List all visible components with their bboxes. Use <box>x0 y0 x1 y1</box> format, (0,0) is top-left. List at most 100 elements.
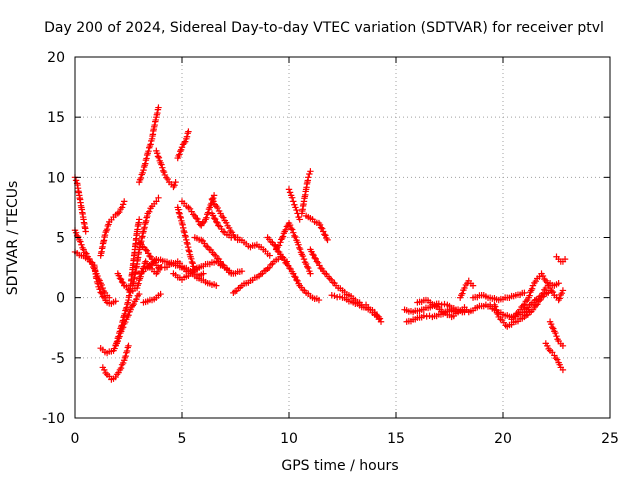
data-point <box>82 228 89 235</box>
data-point <box>176 151 183 158</box>
data-point <box>125 342 132 349</box>
series-arc-27 <box>302 212 331 244</box>
data-point <box>136 216 143 223</box>
data-point <box>220 214 227 221</box>
data-point <box>544 342 551 349</box>
data-point <box>218 212 226 220</box>
data-point <box>532 302 540 309</box>
data-point <box>112 298 119 305</box>
data-point <box>180 139 188 147</box>
data-point <box>372 311 380 319</box>
data-point <box>101 366 108 374</box>
data-point <box>199 219 206 227</box>
data-point <box>122 307 129 314</box>
data-point <box>118 322 125 329</box>
grid-lines <box>75 57 610 418</box>
data-point <box>101 231 109 239</box>
data-point <box>155 194 162 201</box>
series-arc-17 <box>174 204 207 280</box>
data-point <box>238 267 246 275</box>
data-point <box>534 301 541 308</box>
data-point <box>72 229 80 236</box>
data-point <box>178 144 186 151</box>
data-point <box>104 222 112 230</box>
data-point <box>293 276 300 284</box>
data-point <box>320 228 327 235</box>
data-point <box>136 290 143 298</box>
data-point <box>186 248 193 255</box>
series-arc-6 <box>99 342 132 383</box>
data-point <box>539 272 547 280</box>
data-point <box>213 218 220 226</box>
data-point <box>285 186 293 193</box>
data-point <box>278 234 286 242</box>
data-point <box>469 282 477 289</box>
data-point <box>555 280 562 287</box>
data-point <box>127 306 134 313</box>
data-point <box>210 192 218 199</box>
data-point <box>111 345 118 352</box>
data-point <box>529 282 537 289</box>
data-point <box>123 304 130 311</box>
data-point <box>375 316 383 323</box>
data-point <box>539 290 547 297</box>
data-point <box>321 231 328 238</box>
series-arc-13 <box>174 128 192 162</box>
y-axis-label: SDTVAR / TECUs <box>5 181 21 296</box>
data-point <box>155 154 163 161</box>
data-point <box>461 304 468 311</box>
data-point <box>155 104 162 111</box>
y-tick-label: -10 <box>42 411 65 427</box>
series-arc-36 <box>469 289 528 304</box>
data-point <box>559 342 567 349</box>
data-point <box>189 260 196 267</box>
series-arc-1 <box>71 174 89 235</box>
data-point <box>116 208 123 216</box>
data-point <box>286 221 294 229</box>
data-point <box>185 247 192 254</box>
data-point <box>282 226 289 233</box>
y-tick-label: 10 <box>47 170 65 186</box>
data-point <box>190 263 197 270</box>
y-tick-label: 0 <box>56 291 65 307</box>
series-arc-10 <box>140 290 164 306</box>
data-point <box>188 258 196 266</box>
data-point <box>140 166 147 174</box>
data-point <box>303 263 311 270</box>
data-point <box>119 359 127 367</box>
data-point <box>292 233 299 241</box>
data-point <box>147 141 154 148</box>
data-point <box>218 261 226 268</box>
data-point <box>161 171 169 179</box>
series-arc-30 <box>362 301 383 323</box>
data-point <box>291 232 298 239</box>
data-point <box>117 364 125 372</box>
data-point <box>184 243 192 251</box>
axis-ticks <box>74 56 611 419</box>
data-point <box>192 214 200 222</box>
data-point <box>133 296 140 303</box>
data-point <box>188 255 195 263</box>
series-arc-11 <box>136 104 162 186</box>
data-point <box>309 251 316 258</box>
data-point <box>159 164 166 171</box>
data-point <box>228 229 236 236</box>
data-point <box>289 194 296 201</box>
data-point <box>521 289 528 297</box>
data-point <box>322 232 329 239</box>
data-point <box>315 296 323 304</box>
data-point <box>371 308 378 316</box>
data-point <box>96 286 103 293</box>
x-tick-labels: 0 5 10 15 20 25 <box>71 431 619 447</box>
data-point <box>550 325 557 332</box>
data-point <box>223 219 230 226</box>
data-point <box>179 221 186 228</box>
data-point <box>305 264 312 272</box>
data-point <box>559 287 567 294</box>
data-point <box>116 275 124 282</box>
data-point <box>184 240 191 248</box>
data-point <box>177 214 184 222</box>
data-point <box>299 252 307 260</box>
data-point <box>203 214 210 221</box>
data-point <box>121 310 129 318</box>
